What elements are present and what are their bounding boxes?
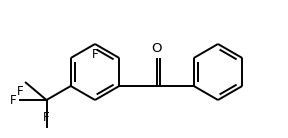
- Text: O: O: [151, 42, 162, 55]
- Text: F: F: [10, 94, 16, 107]
- Text: F: F: [43, 111, 50, 124]
- Text: F: F: [16, 85, 23, 98]
- Text: F: F: [92, 48, 98, 61]
